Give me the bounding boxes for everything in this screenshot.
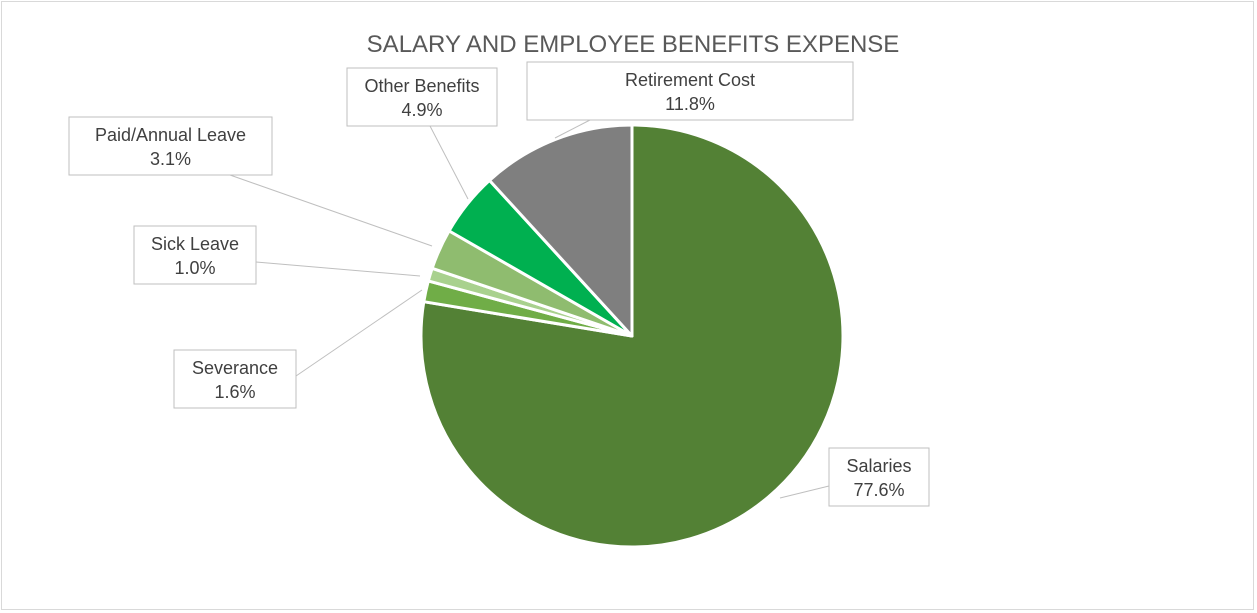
data-label-percent: 3.1%	[150, 149, 191, 169]
pie-slice-retirement-cost	[488, 123, 634, 338]
leader-line	[429, 125, 469, 200]
data-label-category: Retirement Cost	[625, 70, 755, 90]
data-label-salaries: Salaries 77.6%	[779, 447, 930, 507]
data-label-percent: 11.8%	[665, 94, 715, 114]
leader-line	[255, 261, 421, 277]
data-label-category: Sick Leave	[151, 234, 239, 254]
pie-slice-salaries	[419, 123, 845, 549]
data-label-sick-leave: Sick Leave 1.0%	[133, 225, 421, 285]
data-label-box	[68, 116, 273, 176]
leader-line	[295, 289, 423, 377]
data-label-box	[173, 349, 297, 409]
chart-title: SALARY AND EMPLOYEE BENEFITS EXPENSE	[367, 31, 900, 58]
data-label-category: Salaries	[846, 456, 911, 476]
data-label-percent: 77.6%	[853, 480, 904, 500]
data-label-other-benefits: Other Benefits 4.9%	[346, 67, 498, 200]
data-label-percent: 4.9%	[401, 100, 442, 120]
data-label-category: Severance	[192, 358, 278, 378]
leader-line	[554, 119, 591, 139]
data-label-box	[346, 67, 498, 127]
leader-line	[229, 174, 433, 247]
data-label-percent: 1.6%	[214, 382, 255, 402]
data-label-retirement-cost: Retirement Cost 11.8%	[526, 61, 854, 139]
data-label-severance: Severance 1.6%	[173, 289, 423, 409]
data-label-category: Paid/Annual Leave	[95, 125, 246, 145]
data-label-box	[133, 225, 257, 285]
data-label-box	[828, 447, 930, 507]
data-label-paid-annual-leave: Paid/Annual Leave 3.1%	[68, 116, 433, 247]
data-label-percent: 1.0%	[174, 258, 215, 278]
leader-line	[779, 485, 830, 499]
data-label-category: Other Benefits	[364, 76, 479, 96]
data-label-box	[526, 61, 854, 121]
